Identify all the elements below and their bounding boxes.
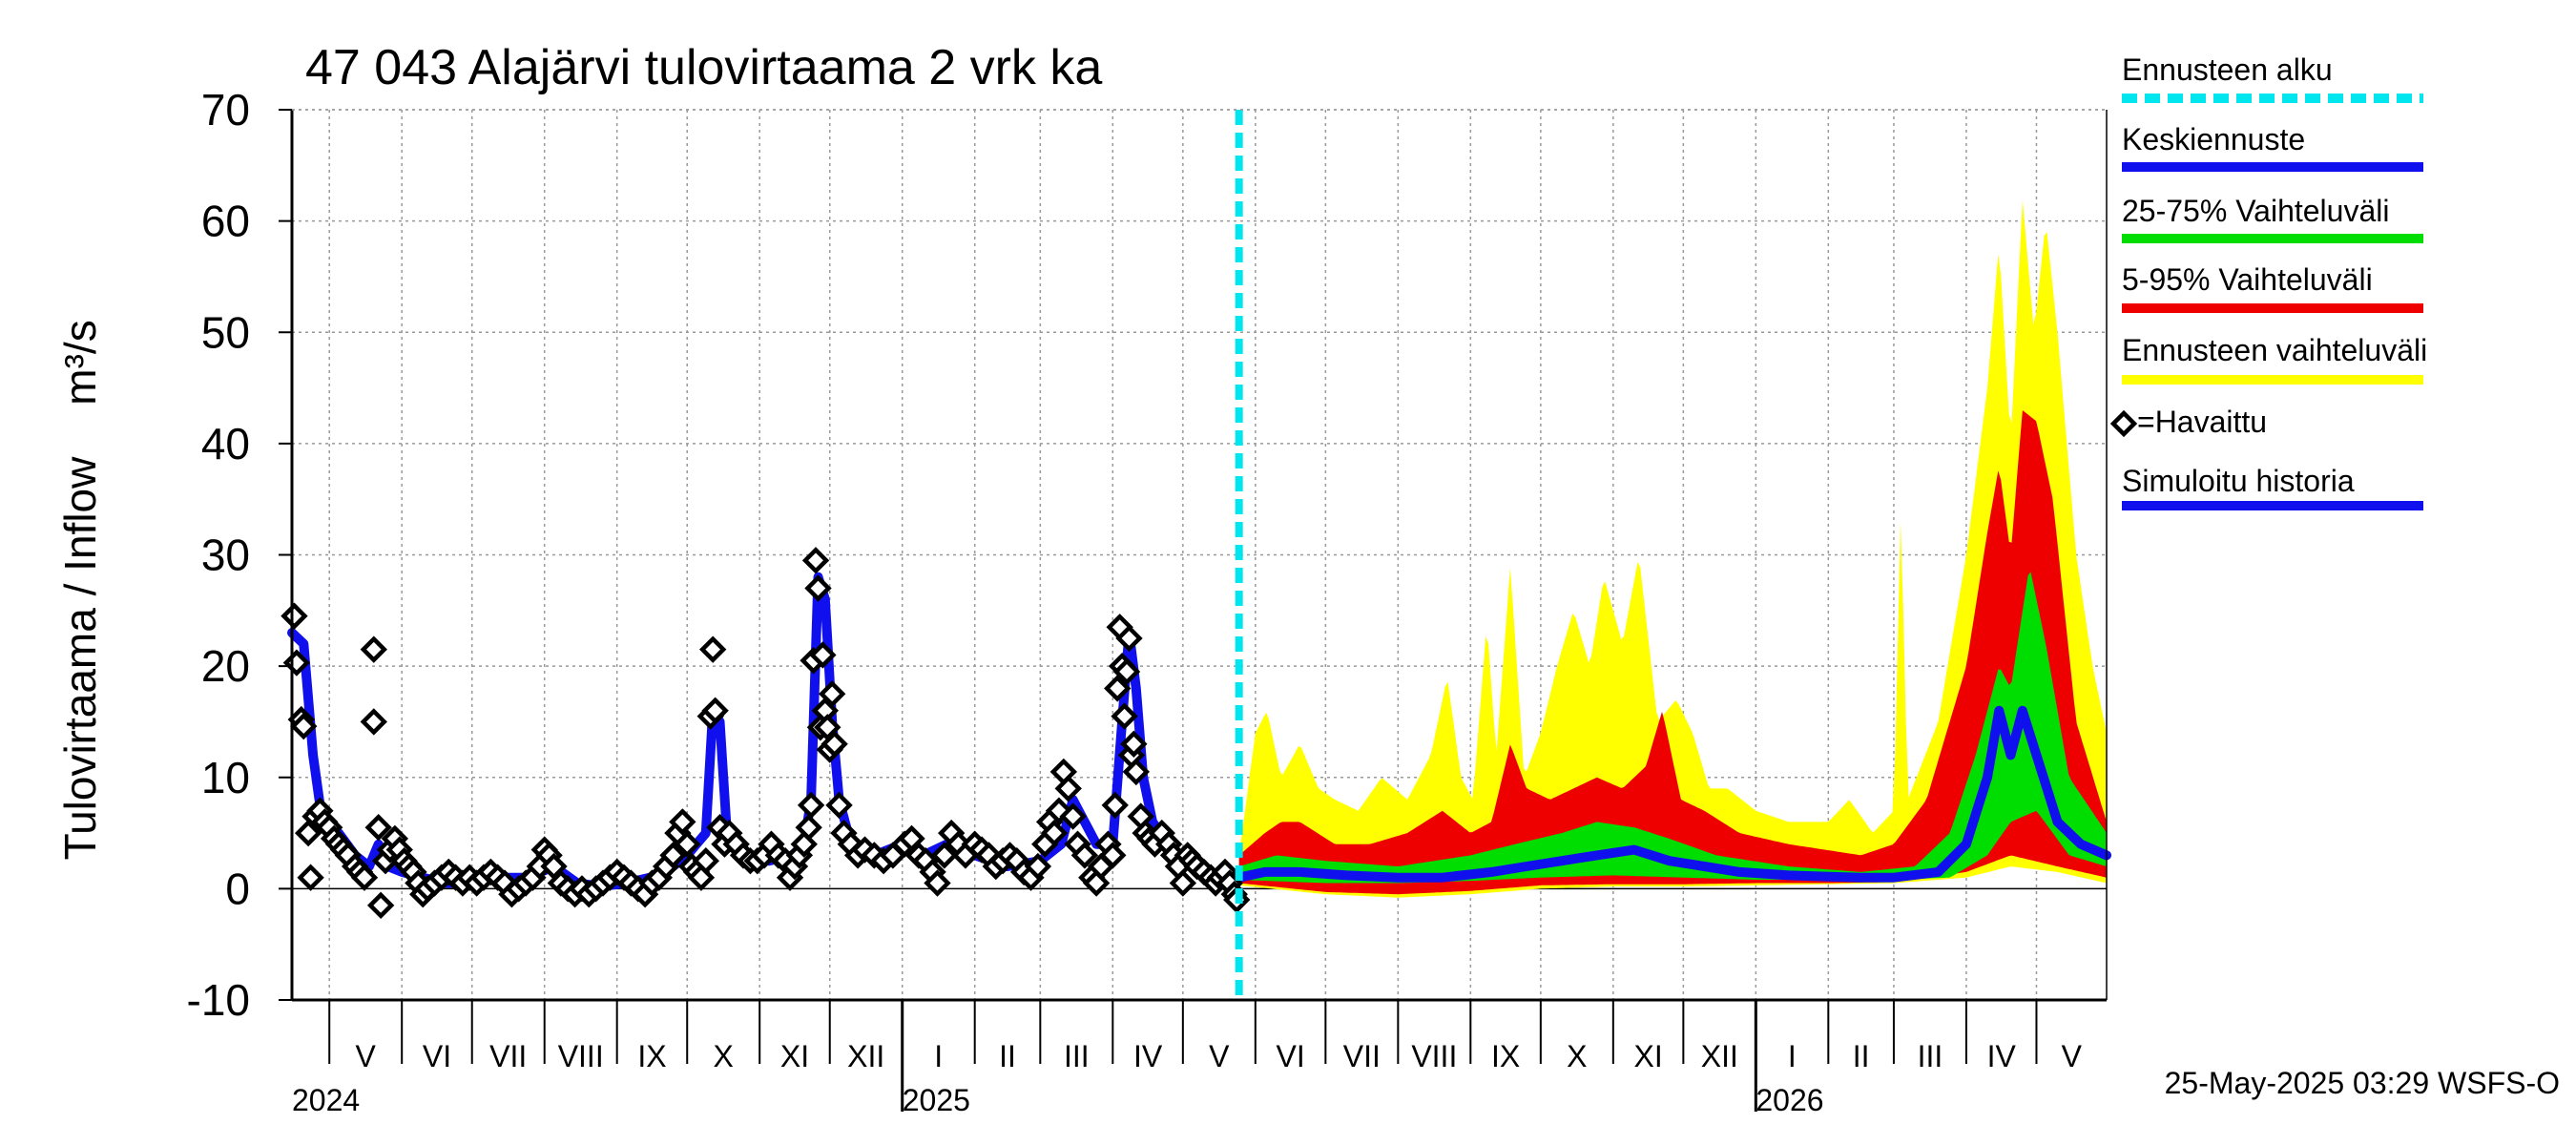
y-tick-label: 0 <box>225 864 250 913</box>
x-month-label: I <box>934 1039 943 1073</box>
observed-point <box>795 814 822 842</box>
x-month-label: IX <box>637 1039 666 1073</box>
legend-simulated-label: Simuloitu historia <box>2122 464 2355 498</box>
observed-point <box>809 641 837 669</box>
x-month-label: X <box>714 1039 734 1073</box>
x-month-label: VIII <box>558 1039 604 1073</box>
x-month-label: I <box>1788 1039 1797 1073</box>
y-tick-label: 70 <box>201 85 250 135</box>
x-month-label: XI <box>780 1039 809 1073</box>
observed-point <box>659 842 687 869</box>
observed-point <box>360 708 387 736</box>
observed-point <box>1024 852 1052 881</box>
x-year-label: 2025 <box>903 1083 970 1117</box>
x-month-label: IV <box>1133 1039 1163 1073</box>
observed-point <box>1122 758 1151 786</box>
forecast-mean-line <box>1234 705 2111 883</box>
x-month-label: XI <box>1633 1039 1662 1073</box>
observed-point <box>699 635 727 663</box>
y-axis-unit-group: m³/s <box>55 320 105 405</box>
x-month-label: IV <box>1987 1039 2017 1073</box>
observed-point <box>819 680 846 708</box>
observed-point <box>1040 819 1069 847</box>
plot-area <box>280 109 2111 1001</box>
observed-point <box>280 602 308 630</box>
x-month-label: VIII <box>1411 1039 1457 1073</box>
observed-point <box>924 869 951 897</box>
observed-point <box>821 730 848 758</box>
observed-point <box>1099 842 1127 869</box>
observed-point <box>1054 775 1082 802</box>
x-month-label: VII <box>489 1039 527 1073</box>
x-year-label: 2026 <box>1755 1083 1823 1117</box>
chart-title: 47 043 Alajärvi tulovirtaama 2 vrk ka <box>305 40 1102 95</box>
observed-point <box>669 808 696 836</box>
footer-timestamp: 25-May-2025 03:29 WSFS-O <box>2165 1066 2560 1100</box>
observed-point <box>1104 675 1132 702</box>
x-month-label: X <box>1567 1039 1587 1073</box>
legend-observed-label: =Havaittu <box>2137 405 2267 439</box>
legend-full-range-label: Ennusteen vaihteluväli <box>2122 333 2427 367</box>
observed-point <box>1115 624 1143 653</box>
x-month-label: II <box>999 1039 1016 1073</box>
observed-point <box>364 814 392 842</box>
observed-point <box>1101 791 1129 820</box>
y-tick-label: 20 <box>201 641 250 691</box>
x-month-label: VII <box>1343 1039 1381 1073</box>
observed-point <box>1112 657 1141 686</box>
x-month-label: IX <box>1491 1039 1520 1073</box>
observed-point <box>1070 842 1099 869</box>
observed-point <box>797 791 825 820</box>
y-tick-label: 30 <box>201 531 250 580</box>
y-tick-label: 50 <box>201 307 250 357</box>
observed-point <box>825 791 853 820</box>
x-month-label: II <box>1853 1039 1870 1073</box>
legend-5-95-label: 5-95% Vaihteluväli <box>2122 262 2373 297</box>
legend-observed-marker <box>2109 409 2138 438</box>
x-month-label: V <box>356 1039 377 1073</box>
observed-point <box>360 635 387 663</box>
y-axis-label: Tulovirtaama / Inflow <box>55 456 105 860</box>
legend-forecast-start-label: Ennusteen alku <box>2122 52 2333 87</box>
band-5-95 <box>1238 410 2107 895</box>
y-axis-label-group: Tulovirtaama / Inflow <box>55 456 105 860</box>
y-tick-label: -10 <box>187 975 250 1025</box>
legend-forecast-mean-label: Keskiennuste <box>2122 122 2305 156</box>
y-axis-unit: m³/s <box>55 320 105 405</box>
y-tick-label: 40 <box>201 419 250 468</box>
x-month-label: XII <box>847 1039 884 1073</box>
observed-point <box>701 697 729 724</box>
observed-point <box>930 842 959 869</box>
observed-point <box>692 847 720 875</box>
observed-point <box>1169 869 1197 897</box>
observed-point <box>1059 802 1087 830</box>
x-month-label: III <box>1918 1039 1943 1073</box>
x-month-label: XII <box>1701 1039 1738 1073</box>
observed-point <box>290 712 318 740</box>
observed-point <box>674 830 701 858</box>
observed-point <box>804 574 832 602</box>
legend-25-75-label: 25-75% Vaihteluväli <box>2122 194 2389 228</box>
observed-point <box>1120 730 1148 758</box>
observed-point <box>1111 702 1138 730</box>
observed-point <box>366 891 395 920</box>
x-year-label: 2024 <box>292 1083 360 1117</box>
x-month-label: VI <box>423 1039 451 1073</box>
y-tick-label: 10 <box>201 753 250 802</box>
x-month-label: III <box>1064 1039 1090 1073</box>
observed-point <box>350 864 379 891</box>
legend: Ennusteen alku Keskiennuste 25-75% Vaihtel… <box>2109 52 2427 510</box>
observed-point <box>297 864 324 891</box>
x-month-label: V <box>1209 1039 1230 1073</box>
y-tick-label: 60 <box>201 197 250 246</box>
observed-point <box>801 547 830 574</box>
x-month-label: V <box>2062 1039 2083 1073</box>
x-month-label: VI <box>1276 1039 1304 1073</box>
